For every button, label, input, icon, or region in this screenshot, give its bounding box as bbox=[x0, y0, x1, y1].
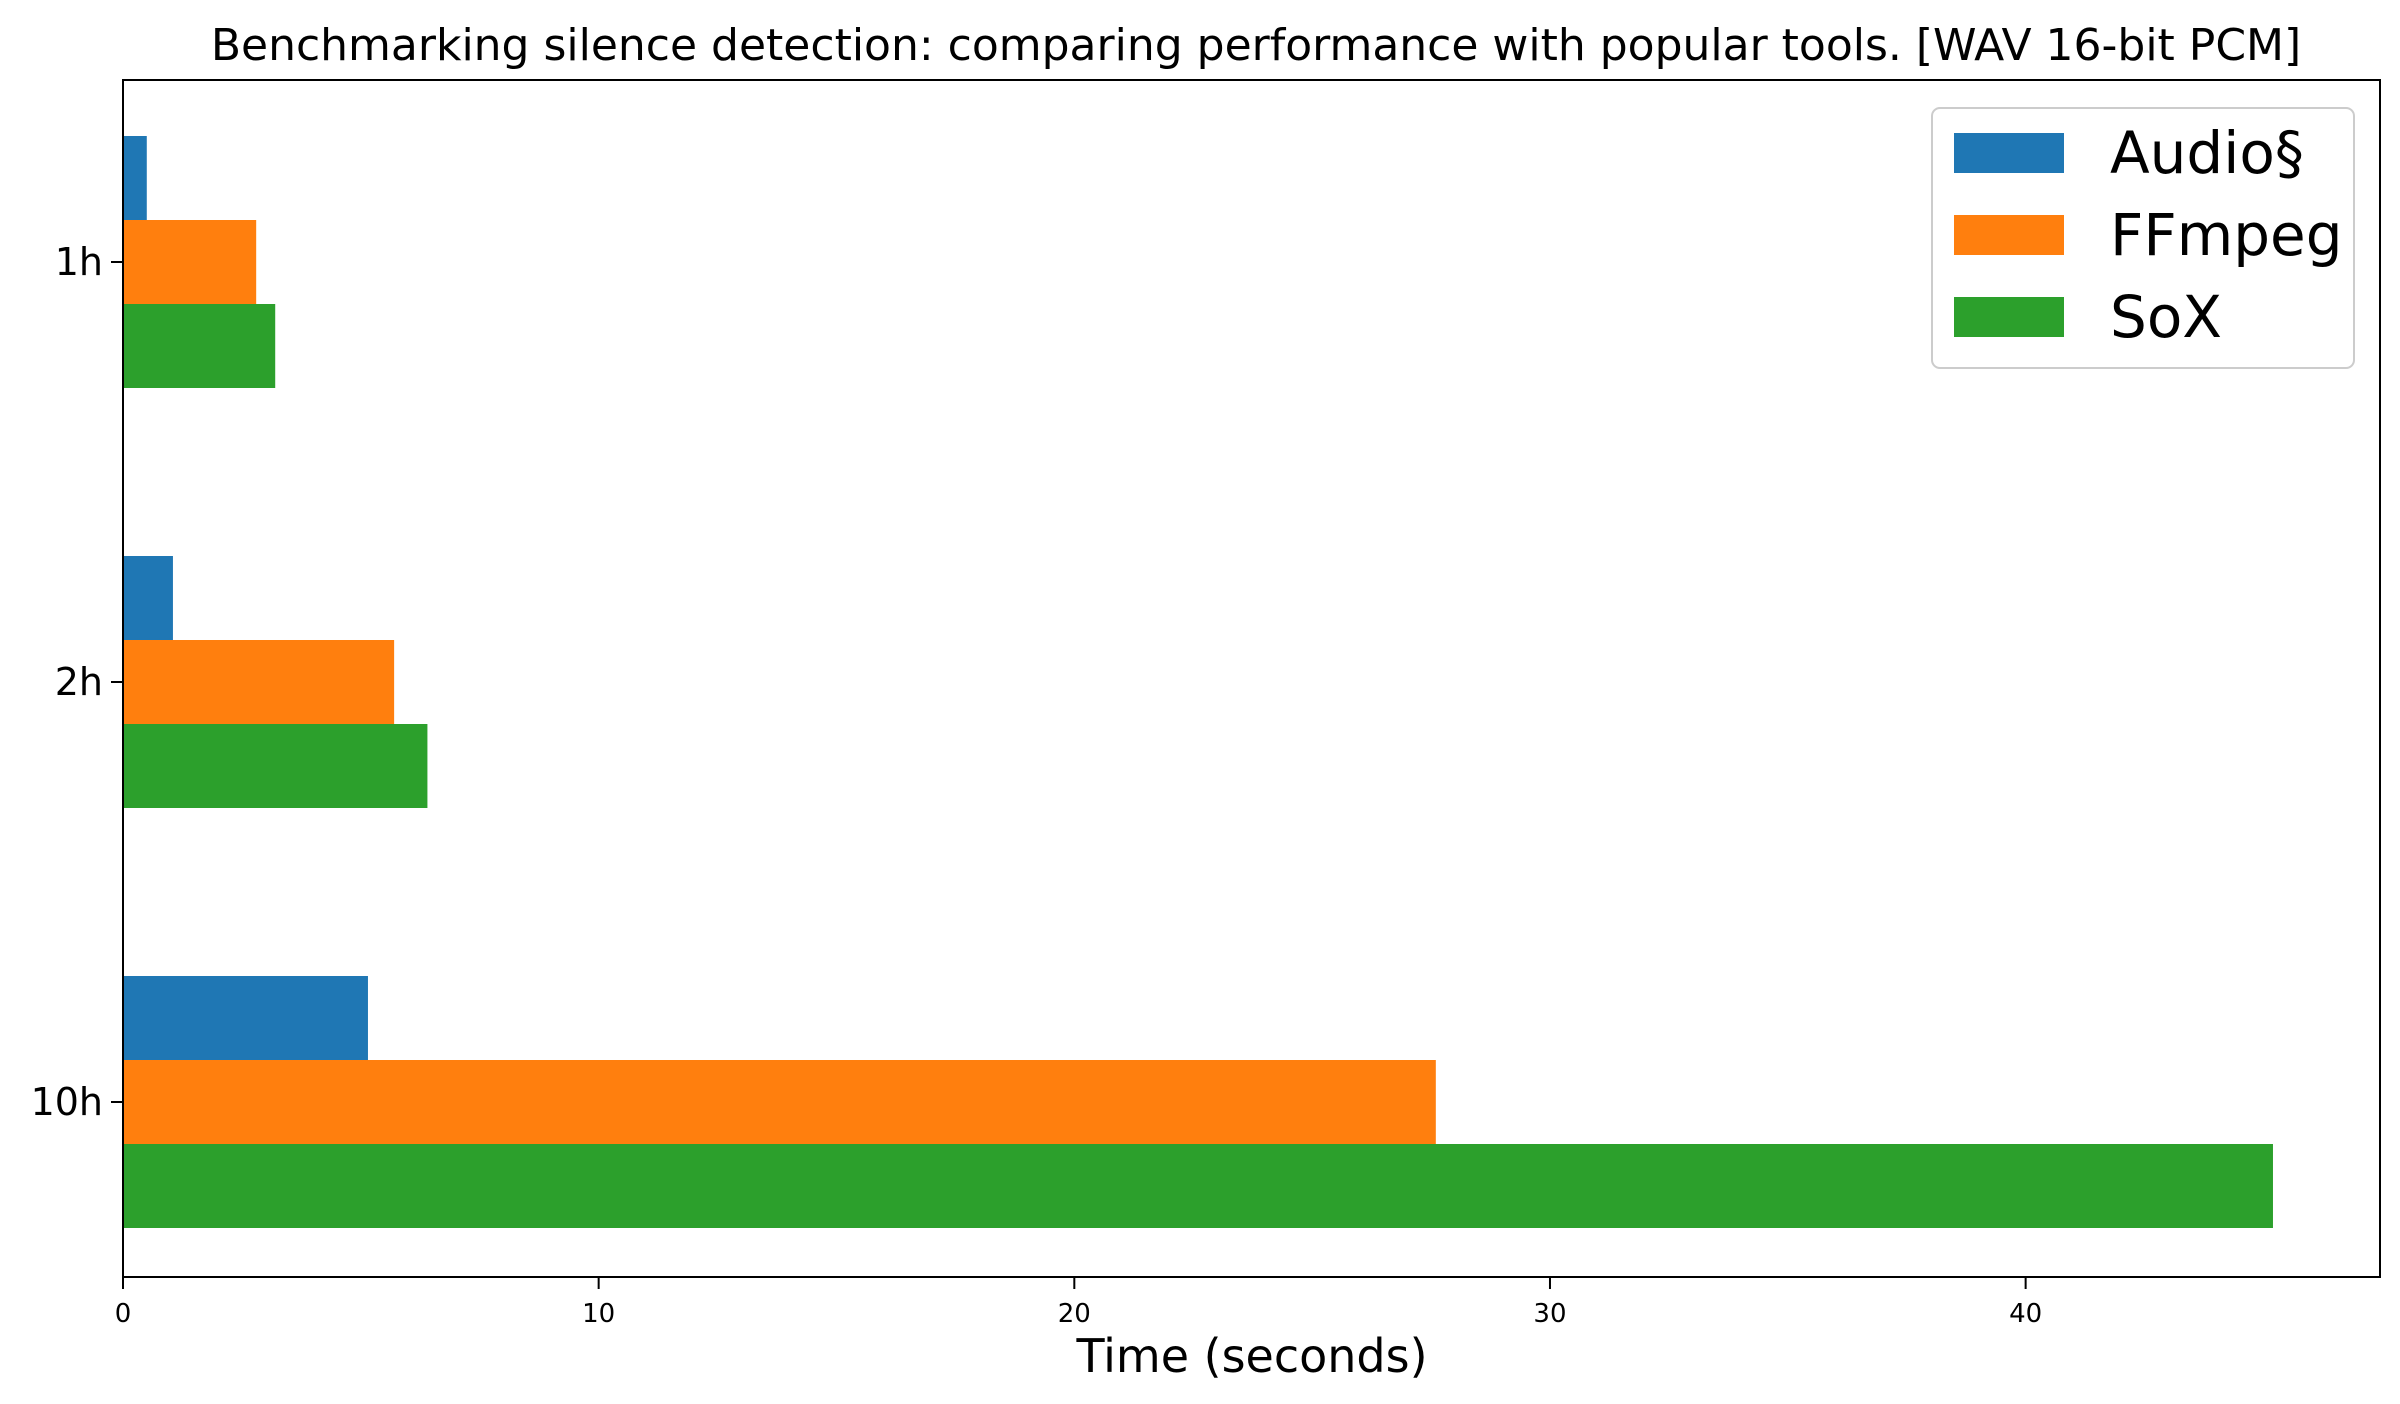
x-axis-label: Time (seconds) bbox=[1075, 1329, 1427, 1383]
x-tick-label: 0 bbox=[115, 1299, 132, 1329]
bar-audio-1h bbox=[123, 136, 147, 220]
x-tick-label: 10 bbox=[582, 1299, 615, 1329]
x-tick-label: 20 bbox=[1058, 1299, 1091, 1329]
bar-sox-10h bbox=[123, 1144, 2273, 1228]
legend-label: SoX bbox=[2110, 283, 2222, 351]
bars-group bbox=[123, 136, 2273, 1228]
x-tick-label: 30 bbox=[1533, 1299, 1566, 1329]
y-axis-ticks: 1h 2h 10h bbox=[31, 240, 123, 1124]
chart-title: Benchmarking silence detection: comparin… bbox=[211, 20, 2301, 71]
y-tick-label: 1h bbox=[55, 240, 103, 284]
legend-swatch bbox=[1954, 215, 2064, 255]
bar-sox-2h bbox=[123, 724, 428, 808]
legend-swatch bbox=[1954, 297, 2064, 337]
y-tick-label: 2h bbox=[55, 660, 103, 704]
legend-label: Audio§ bbox=[2110, 119, 2304, 187]
y-tick-label: 10h bbox=[31, 1080, 103, 1124]
bar-ffmpeg-2h bbox=[123, 640, 395, 724]
bar-audio-2h bbox=[123, 556, 173, 640]
plot-frame bbox=[122, 79, 2381, 1278]
legend: Audio§ FFmpeg SoX bbox=[1931, 107, 2355, 369]
bar-ffmpeg-10h bbox=[123, 1060, 1436, 1144]
bar-audio-10h bbox=[123, 976, 368, 1060]
legend-swatch bbox=[1954, 133, 2064, 173]
bar-sox-1h bbox=[123, 304, 276, 388]
x-tick-label: 40 bbox=[2009, 1299, 2042, 1329]
bar-ffmpeg-1h bbox=[123, 220, 257, 304]
legend-label: FFmpeg bbox=[2110, 201, 2343, 269]
x-axis-ticks: 0 10 20 30 40 bbox=[115, 1277, 2042, 1329]
